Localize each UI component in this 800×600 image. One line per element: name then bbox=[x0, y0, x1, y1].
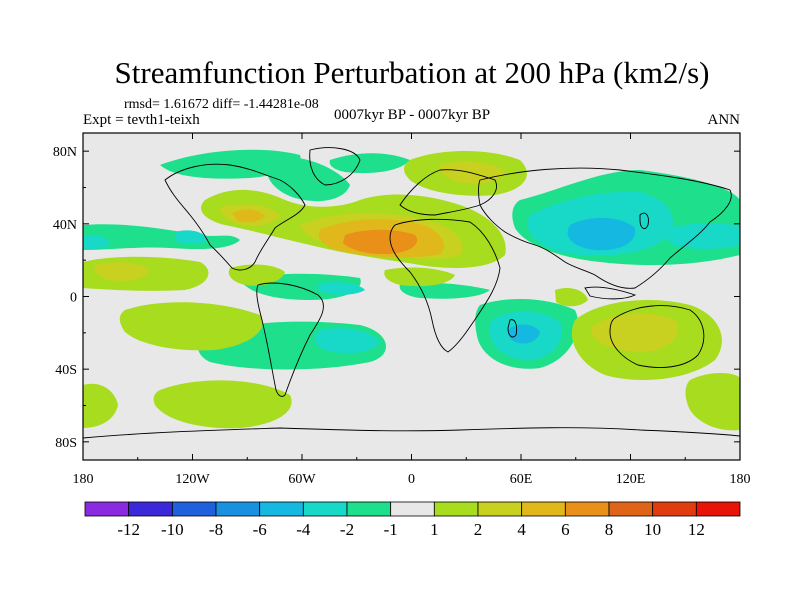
colorbar-swatch bbox=[652, 501, 697, 517]
colorbar-label: 6 bbox=[561, 520, 570, 539]
contour-field bbox=[83, 149, 740, 431]
colorbar-label: 4 bbox=[517, 520, 526, 539]
contour-band-pos4-nam bbox=[232, 209, 265, 223]
map-panel bbox=[82, 132, 741, 461]
colorbar-label: -4 bbox=[296, 520, 311, 539]
contour-band-neg1-tropics bbox=[399, 282, 490, 299]
contour-band-neg4-sio bbox=[507, 324, 540, 344]
contour-band-pos1-spac bbox=[119, 302, 263, 351]
colorbar-swatch bbox=[477, 501, 523, 517]
colorbar-label: 10 bbox=[644, 520, 661, 539]
colorbar-swatch bbox=[521, 501, 566, 517]
colorbar-label: -2 bbox=[340, 520, 354, 539]
map-axes: 80N 40N 0 40S 80S 180 120W 60W 0 60E 120E 180 bbox=[53, 133, 751, 487]
contour-band-neg4-asia bbox=[567, 217, 636, 251]
contour-band-pos1-swpac bbox=[685, 373, 740, 431]
contour-band-neg2-sat bbox=[314, 328, 380, 354]
lon-tick-label: 60E bbox=[510, 472, 533, 487]
contour-band-neg2-atl bbox=[317, 281, 365, 295]
lon-tick-label: 0 bbox=[408, 472, 415, 487]
lon-tick-label: 120E bbox=[616, 472, 646, 487]
colorbar-swatch bbox=[695, 501, 741, 517]
lon-tick-label: 60W bbox=[288, 472, 316, 487]
coast-asia bbox=[478, 167, 732, 289]
coast-north-america bbox=[164, 163, 306, 271]
colorbar-label: -6 bbox=[253, 520, 267, 539]
colorbar-swatch bbox=[128, 501, 173, 517]
colorbar: -12 -10 -8 -6 -4 -2 -1 1 2 4 6 8 10 12 bbox=[84, 501, 741, 539]
colorbar-label: -12 bbox=[117, 520, 140, 539]
colorbar-label: 1 bbox=[430, 520, 439, 539]
contour-band-neg2-epac bbox=[175, 230, 208, 245]
coast-greenland bbox=[309, 147, 361, 186]
lat-tick-label: 80S bbox=[55, 436, 77, 451]
contour-band-pos6-africa bbox=[343, 229, 418, 255]
lon-tick-label: 120W bbox=[175, 472, 210, 487]
contour-band-pos1-aust-w bbox=[555, 288, 588, 307]
coast-madagascar bbox=[507, 319, 518, 338]
colorbar-swatch bbox=[171, 501, 217, 517]
coast-antarctica bbox=[83, 427, 740, 439]
lat-tick-label: 40S bbox=[55, 363, 77, 378]
colorbar-label: 12 bbox=[688, 520, 705, 539]
colorbar-swatch bbox=[346, 501, 392, 517]
lat-tick-label: 80N bbox=[53, 145, 77, 160]
lat-tick-label: 40N bbox=[53, 218, 77, 233]
colorbar-label: 2 bbox=[474, 520, 483, 539]
lon-tick-label: 180 bbox=[73, 472, 94, 487]
colorbar-swatch bbox=[390, 501, 435, 517]
coast-south-america bbox=[256, 282, 324, 397]
contour-band-pos2-cpac bbox=[94, 262, 150, 282]
period-label: 0007kyr BP - 0007kyr BP bbox=[334, 107, 490, 123]
colorbar-swatch bbox=[608, 501, 654, 517]
colorbar-swatch bbox=[259, 501, 304, 517]
colorbar-label: -1 bbox=[384, 520, 398, 539]
contour-band-pos1-tatl bbox=[384, 267, 455, 287]
coastlines bbox=[83, 147, 740, 439]
colorbar-swatch bbox=[215, 501, 261, 517]
coast-africa bbox=[389, 218, 501, 353]
colorbar-swatch bbox=[564, 501, 610, 517]
contour-band-pos1-so bbox=[153, 380, 292, 429]
contour-band-neg1-arctic bbox=[160, 149, 301, 179]
colorbar-swatch bbox=[433, 501, 479, 517]
colorbar-swatch bbox=[84, 501, 130, 517]
coast-europe bbox=[399, 169, 497, 216]
experiment-label: Expt = tevth1-teixh bbox=[83, 112, 200, 128]
coast-japan bbox=[639, 212, 649, 230]
colorbar-swatch bbox=[302, 501, 348, 517]
season-label: ANN bbox=[708, 112, 741, 128]
contour-band-neg1-nsea bbox=[329, 153, 410, 174]
stats-label: rmsd= 1.61672 diff= -1.44281e-08 bbox=[124, 97, 319, 112]
plot-title: Streamfunction Perturbation at 200 hPa (… bbox=[115, 55, 710, 90]
coast-indonesia bbox=[584, 286, 637, 300]
contour-band-neg2-pac bbox=[666, 223, 740, 249]
colorbar-label: -10 bbox=[161, 520, 184, 539]
coast-australia bbox=[609, 305, 705, 368]
contour-band-neg1 bbox=[83, 224, 240, 250]
lat-tick-label: 0 bbox=[70, 291, 77, 306]
lon-tick-label: 180 bbox=[730, 472, 751, 487]
colorbar-label: -8 bbox=[209, 520, 223, 539]
contour-band-pos1-swest bbox=[83, 383, 118, 428]
colorbar-label: 8 bbox=[605, 520, 614, 539]
contour-band-neg2-west bbox=[83, 234, 110, 250]
